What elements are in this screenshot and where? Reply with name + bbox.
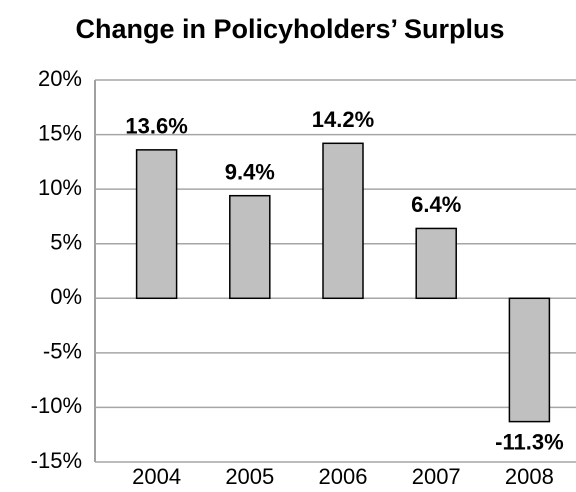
x-tick-label: 2007	[412, 464, 461, 489]
x-tick-label: 2005	[225, 464, 274, 489]
y-tick-label: -15%	[31, 448, 82, 473]
bar	[229, 194, 271, 300]
value-label: 14.2%	[312, 107, 374, 132]
y-tick-label: 15%	[38, 120, 82, 145]
x-tick-label: 2004	[132, 464, 181, 489]
value-label: -11.3%	[495, 429, 564, 454]
x-tick-label: 2008	[505, 464, 554, 489]
value-label: 13.6%	[125, 114, 187, 139]
chart-title: Change in Policyholders’ Surplus	[75, 14, 504, 44]
y-tick-label: -10%	[31, 393, 82, 418]
value-label: 6.4%	[411, 192, 461, 217]
y-tick-label: 0%	[50, 284, 82, 309]
bar	[322, 142, 364, 300]
y-tick-label: -5%	[43, 339, 82, 364]
y-tick-label: 20%	[38, 66, 82, 91]
y-tick-label: 5%	[50, 230, 82, 255]
bar	[135, 149, 178, 300]
y-tick-label: 10%	[38, 175, 82, 200]
bar	[415, 227, 457, 300]
value-label: 9.4%	[225, 160, 275, 185]
bar	[508, 297, 551, 423]
x-tick-label: 2006	[319, 464, 368, 489]
